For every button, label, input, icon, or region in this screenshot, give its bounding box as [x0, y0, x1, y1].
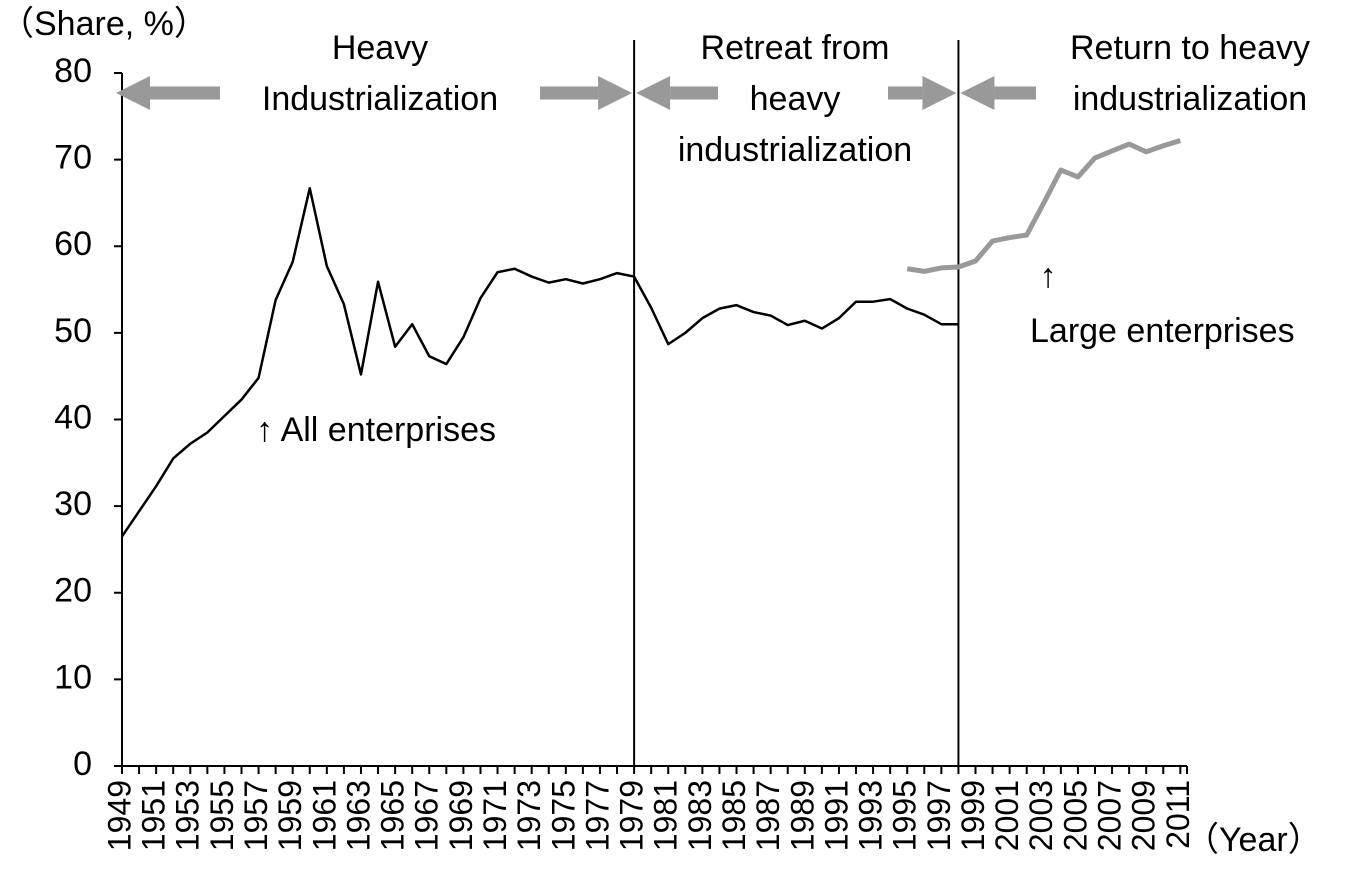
- series-line: [906, 138, 1182, 274]
- x-tick-label: 1971: [477, 780, 513, 851]
- y-tick-label: 80: [54, 52, 92, 90]
- x-tick-label: 1997: [921, 780, 957, 851]
- series-marker: ↑: [1040, 257, 1057, 295]
- period-label: industrialization: [1073, 80, 1307, 118]
- x-tick-label: 1993: [853, 780, 889, 851]
- x-tick-label: 1949: [101, 780, 137, 851]
- x-tick-label: 1989: [784, 780, 820, 851]
- y-tick-label: 30: [54, 485, 92, 523]
- x-tick-label: 1987: [750, 780, 786, 851]
- period-arrow-head: [116, 76, 150, 110]
- x-tick-label: 1983: [682, 780, 718, 851]
- x-tick-label: 2003: [1023, 780, 1059, 851]
- period-arrow-head: [636, 76, 671, 110]
- x-tick-label: 1953: [170, 780, 206, 851]
- x-tick-label: 2011: [1160, 780, 1196, 849]
- series-label: ↑ All enterprises: [256, 411, 496, 449]
- series-line: [120, 186, 959, 538]
- period-label: Retreat from: [701, 29, 890, 67]
- period-label: Return to heavy: [1070, 29, 1310, 67]
- period-arrow-head: [922, 76, 957, 110]
- series-label: Large enterprises: [1030, 312, 1295, 350]
- x-tick-label: 2001: [989, 780, 1025, 851]
- y-tick-label: 70: [54, 139, 92, 177]
- y-axis-label: （Share, %）: [0, 5, 208, 43]
- x-tick-label: 1985: [716, 780, 752, 851]
- x-tick-label: 2007: [1092, 780, 1128, 851]
- x-tick-label: 1965: [375, 780, 411, 851]
- x-axis-label: （Year）: [1185, 821, 1322, 859]
- x-tick-label: 1963: [340, 780, 376, 851]
- x-tick-label: 1975: [545, 780, 581, 851]
- period-label: Heavy: [332, 29, 428, 67]
- x-tick-label: 2005: [1057, 780, 1093, 851]
- x-tick-label: 1951: [136, 780, 172, 851]
- period-arrow-head: [960, 76, 995, 110]
- y-tick-label: 50: [54, 312, 92, 350]
- period-label: industrialization: [678, 131, 912, 169]
- period-arrow-head: [598, 76, 633, 110]
- y-tick-label: 0: [73, 745, 92, 783]
- x-tick-label: 1977: [579, 780, 615, 851]
- y-tick-label: 40: [54, 398, 92, 436]
- x-tick-label: 1969: [443, 780, 479, 851]
- period-label: Industrialization: [262, 80, 498, 118]
- x-tick-label: 1991: [818, 780, 854, 851]
- x-tick-label: 1999: [955, 780, 991, 851]
- x-tick-label: 2009: [1126, 780, 1162, 851]
- x-tick-label: 1967: [409, 780, 445, 851]
- x-tick-label: 1955: [204, 780, 240, 851]
- period-label: heavy: [750, 80, 841, 118]
- x-tick-label: 1973: [511, 780, 547, 851]
- x-tick-label: 1961: [306, 780, 342, 851]
- x-tick-label: 1957: [238, 780, 274, 851]
- x-tick-label: 1979: [614, 780, 650, 851]
- x-tick-label: 1959: [272, 780, 308, 851]
- y-tick-label: 20: [54, 572, 92, 610]
- x-tick-label: 1981: [648, 780, 684, 851]
- x-tick-label: 1995: [887, 780, 923, 851]
- y-tick-label: 10: [54, 658, 92, 696]
- y-tick-label: 60: [54, 225, 92, 263]
